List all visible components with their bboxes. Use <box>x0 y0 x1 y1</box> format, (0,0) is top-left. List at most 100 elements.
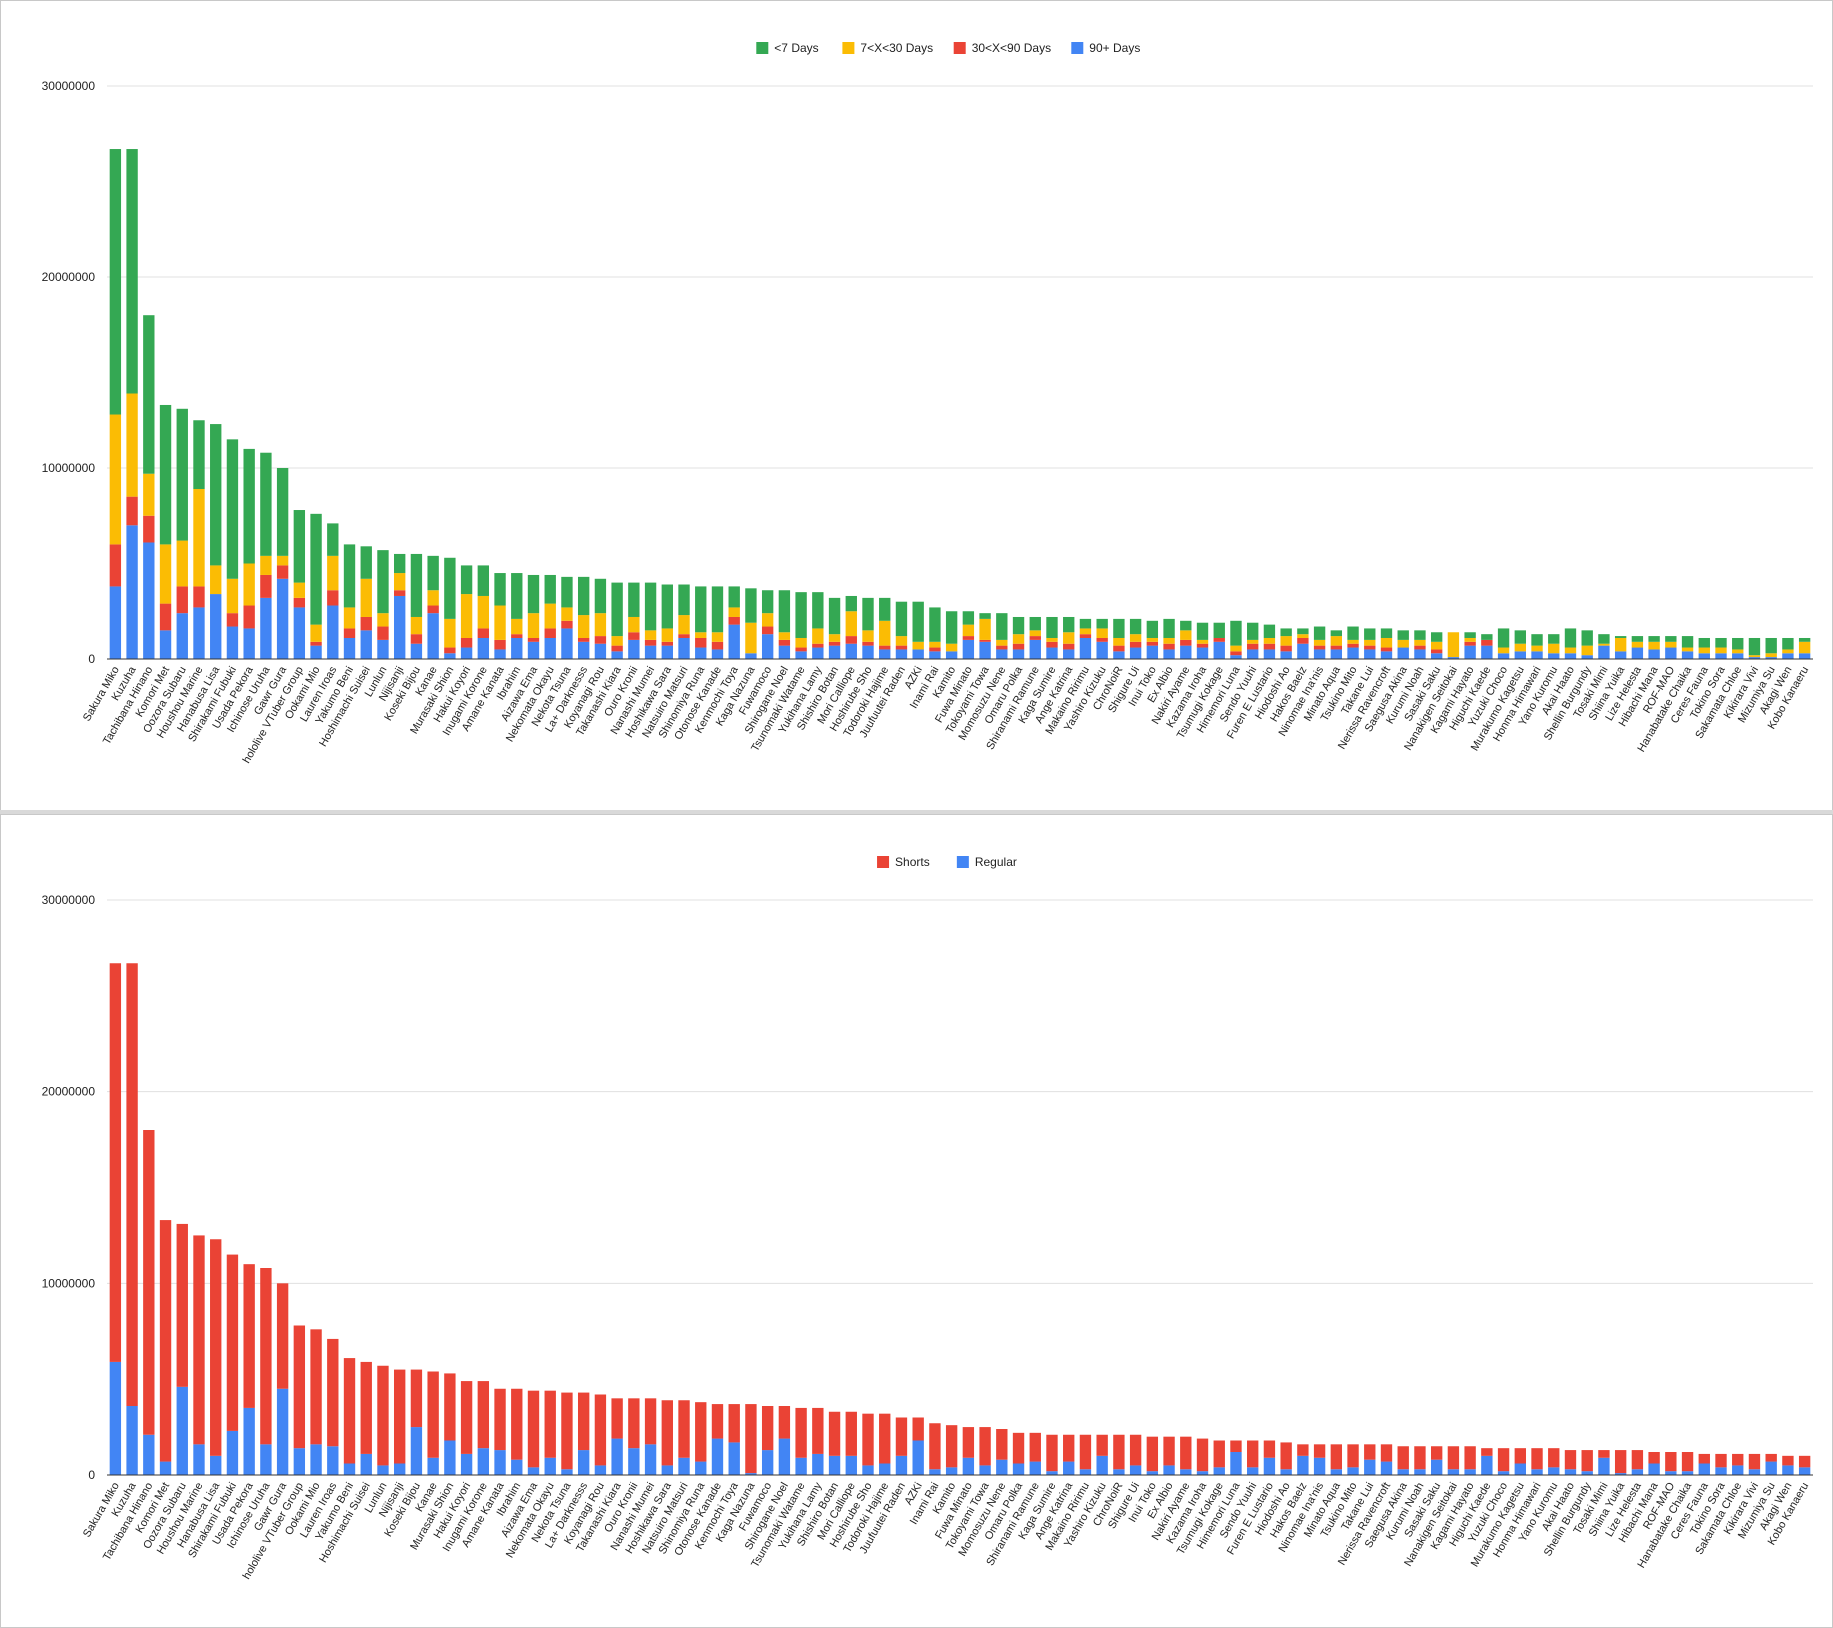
bar-regular-gawr-gura <box>276 1388 289 1475</box>
bar-90-days-furen-e-lustario <box>1263 649 1276 659</box>
bar-7-days-sakamata-chloe <box>1732 637 1744 650</box>
bar-regular-yukihana-lamy <box>812 1453 824 1475</box>
bar-90-days-murakumo-kagetsu <box>1514 651 1526 659</box>
bar-regular-hanabatake-chaika <box>1681 1471 1694 1475</box>
bar-30-x-90-days-shinomiya-runa <box>695 637 707 648</box>
bar-regular-higuchi-kaede <box>1481 1455 1493 1475</box>
bar-90-days-sendo-yuuhi <box>1247 649 1259 659</box>
chart-panel-age: <7 Days 7<X<30 Days 30<X<90 Days 90+ Days 0 1… <box>0 0 1833 812</box>
bar-30-x-90-days-minato-aqua <box>1330 645 1343 650</box>
bar-shorts-akagi-wen <box>1782 1455 1794 1466</box>
bar-regular-hoshimachi-suisei <box>360 1453 372 1475</box>
bar-7-days-saegusa-akina <box>1397 630 1409 640</box>
bar-regular-ex-albio <box>1163 1465 1175 1475</box>
bar-7-x-30-days-kuzuha <box>126 393 138 497</box>
bar-7-days-ouro-kronii <box>628 582 640 617</box>
bar-regular-juufuutei-raden <box>895 1455 908 1475</box>
bar-shorts-takanashi-kiara <box>611 1398 623 1439</box>
bar-90-days-higuchi-kaede <box>1481 645 1493 659</box>
bar-90-days-natsuiro-matsuri <box>678 637 690 659</box>
bar-90-days-chronoir <box>1113 651 1125 659</box>
legend-label-regular: Regular <box>975 855 1017 869</box>
bar-30-x-90-days-inami-rai <box>929 647 941 652</box>
bar-7-days-nerissa-ravencroft <box>1380 628 1393 638</box>
bar-7-days-sakura-miko <box>109 149 122 415</box>
bar-7-x-30-days-kagami-hayato <box>1464 637 1476 642</box>
bar-90-days-hakos-baelz <box>1297 643 1309 659</box>
legend-swatch-90-days <box>1071 42 1084 54</box>
bar-7-x-30-days-takane-lui <box>1364 639 1376 646</box>
bar-30-x-90-days-tachibana-hinano <box>143 515 155 543</box>
bar-90-days-kazama-iroha <box>1196 647 1209 659</box>
bar-7-x-30-days-shirogane-noel <box>778 632 791 640</box>
bar-regular-minato-aqua <box>1330 1469 1343 1475</box>
bar-7-x-30-days-furen-e-lustario <box>1263 637 1276 644</box>
bar-7-x-30-days-usada-pekora <box>243 563 255 606</box>
bar-shorts-nakiri-ayame <box>1180 1436 1192 1470</box>
bar-shorts-tsukino-mito <box>1347 1444 1359 1468</box>
bar-7-days-koseki-bijou <box>410 553 423 617</box>
bar-7-x-30-days-kamito <box>945 643 958 652</box>
y-tick-label: 10000000 <box>42 1276 96 1290</box>
bar-shorts-hanabusa-lisa <box>210 1239 222 1456</box>
bar-shorts-kobo-kanaeru <box>1798 1455 1811 1468</box>
bar-90-days-lunlun <box>377 639 389 659</box>
bar-shorts-yakumo-beni <box>343 1358 356 1464</box>
bar-7-days-nekomata-okayu <box>544 574 556 604</box>
bar-regular-nekota-tsuna <box>561 1469 573 1475</box>
bar-shorts-hakui-koyori <box>460 1381 473 1454</box>
legend: <7 Days 7<X<30 Days 30<X<90 Days 90+ Days <box>756 41 1140 55</box>
bar-30-x-90-days-ninomae-ina-nis <box>1313 645 1326 650</box>
bar-90-days-makaino-ririmu <box>1079 637 1092 659</box>
bar-7-days-takane-lui <box>1364 628 1376 640</box>
bar-shorts-lunlun <box>377 1365 389 1466</box>
bar-30-x-90-days-la-darknesss <box>577 637 590 642</box>
bar-7-days-makaino-ririmu <box>1079 618 1092 629</box>
bar-shorts-inui-toko <box>1146 1436 1159 1472</box>
bar-7-days-usada-pekora <box>243 448 255 564</box>
bar-7-days-shirogane-noel <box>778 590 791 633</box>
bar-shorts-mizumiya-su <box>1765 1453 1777 1462</box>
bar-regular-kobo-kanaeru <box>1798 1467 1811 1475</box>
bar-7-x-30-days-sasaki-saku <box>1430 641 1443 650</box>
bar-30-x-90-days-juufuutei-raden <box>895 645 908 650</box>
bar-shorts-murakumo-kagetsu <box>1514 1448 1526 1464</box>
bar-regular-shigure-ui <box>1129 1465 1142 1475</box>
bar-7-days-nekota-tsuna <box>561 576 573 608</box>
bar-7-x-30-days-houshou-marine <box>193 489 205 587</box>
y-tick-label: 30000000 <box>42 79 96 93</box>
bar-30-x-90-days-ange-katrina <box>1063 643 1075 650</box>
bar-7-x-30-days-yashiro-kizuku <box>1096 628 1108 638</box>
bar-shorts-lauren-iroas <box>327 1338 339 1447</box>
bar-30-x-90-days-omaru-polka <box>1012 643 1025 650</box>
bar-7-days-shiranami-ramune <box>1029 616 1041 631</box>
bar-7-x-30-days-shiranami-ramune <box>1029 630 1041 637</box>
bar-30-x-90-days-nakiri-ayame <box>1180 639 1192 646</box>
bar-7-days-shinomiya-runa <box>695 586 707 633</box>
bar-90-days-tsukino-mito <box>1347 647 1359 659</box>
bar-7-x-30-days-kazama-iroha <box>1196 639 1209 644</box>
bar-7-days-fuwa-minato <box>962 611 975 625</box>
bar-7-days-otonose-kanade <box>711 586 724 633</box>
bar-90-days-hiodoshi-ao <box>1280 651 1292 659</box>
bar-regular-ookami-mio <box>310 1444 322 1475</box>
bar-7-x-30-days-hololive-vtuber-group <box>293 582 306 598</box>
bar-regular-amane-kanata <box>494 1450 506 1475</box>
bar-shorts-tosaki-mimi <box>1598 1450 1610 1458</box>
bar-shorts-inugami-korone <box>477 1381 490 1449</box>
bar-shorts-kikirara-vivi <box>1748 1453 1761 1470</box>
bar-7-x-30-days-fuwamoco <box>761 613 774 627</box>
bar-regular-ouro-kronii <box>628 1448 640 1475</box>
bar-7-x-30-days-otonose-kanade <box>711 632 724 642</box>
bar-regular-shellin-burgundy <box>1581 1471 1593 1475</box>
bar-7-days-yakumo-beni <box>343 544 356 608</box>
bar-7-x-30-days-yukihana-lamy <box>812 628 824 644</box>
bar-regular-kazama-iroha <box>1196 1471 1209 1475</box>
bar-7-x-30-days-shishiro-botan <box>828 634 841 642</box>
bar-7-days-hoshirube-sho <box>862 597 874 631</box>
bar-regular-houshou-marine <box>193 1444 205 1475</box>
bar-shorts-akai-haato <box>1564 1450 1577 1470</box>
bar-regular-fuwa-minato <box>962 1457 975 1475</box>
bar-shorts-ookami-mio <box>310 1329 322 1445</box>
bar-7-x-30-days-himemori-luna <box>1230 645 1242 652</box>
